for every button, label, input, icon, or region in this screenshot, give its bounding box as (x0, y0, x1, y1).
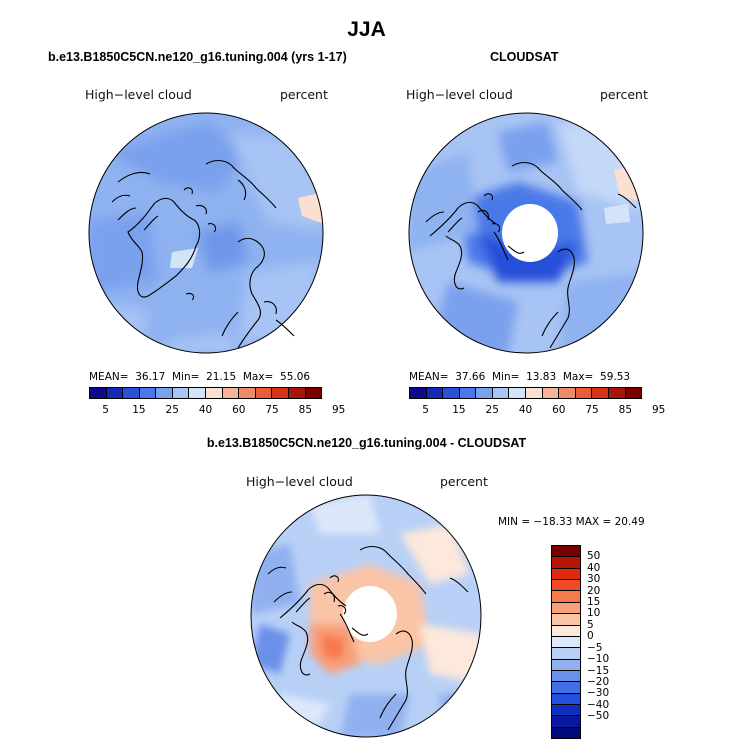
colorbar-swatch (526, 388, 543, 398)
colorbar-swatch (172, 388, 190, 398)
colorbar-swatch (139, 388, 157, 398)
obs-variable-label: High−level cloud (406, 87, 513, 102)
colorbar-tick-label: −50 (587, 710, 610, 723)
colorbar-swatch (552, 648, 580, 660)
colorbar-tick-label: −5 (587, 641, 603, 654)
colorbar-swatch (90, 388, 107, 398)
diff-panel-title: b.e13.B1850C5CN.ne120_g16.tuning.004 - C… (206, 436, 527, 450)
difference-map (250, 494, 482, 738)
model-variable-label: High−level cloud (85, 87, 192, 102)
colorbar-tick-label: 50 (587, 550, 601, 563)
colorbar-tick-label: 85 (618, 404, 633, 416)
colorbar-swatch (552, 602, 580, 615)
colorbar-swatch (189, 388, 207, 398)
colorbar-swatch (552, 636, 580, 649)
colorbar-swatch (552, 716, 580, 728)
colorbar-swatch (552, 705, 580, 717)
colorbar-swatch (410, 388, 427, 398)
colorbar-tick-label: −10 (587, 653, 610, 666)
diff-units-label: percent (440, 474, 488, 489)
colorbar-swatch (542, 388, 560, 398)
colorbar-swatch (559, 388, 576, 398)
colorbar-swatch (156, 388, 173, 398)
colorbar-swatch (305, 388, 322, 398)
colorbar-swatch (552, 693, 580, 706)
colorbar-swatch (459, 388, 477, 398)
colorbar-tick-label: 95 (331, 404, 346, 416)
obs-stats: MEAN= 37.66 Min= 13.83 Max= 59.53 (409, 371, 631, 383)
colorbar-swatch (552, 670, 580, 683)
colorbar-tick-label: 40 (518, 404, 533, 416)
model-map (88, 112, 324, 354)
colorbar-swatch (552, 682, 580, 694)
colorbar-tick-label: 60 (232, 404, 246, 416)
model-colorbar-labels: 5 15 25 40 60 75 85 95 (89, 404, 345, 418)
colorbar-swatch (552, 557, 580, 569)
colorbar-swatch (239, 388, 256, 398)
colorbar-tick-label: 5 (587, 618, 594, 631)
colorbar-tick-label: 20 (587, 584, 601, 597)
colorbar-tick-label: 0 (587, 630, 594, 643)
colorbar-tick-label: 85 (298, 404, 313, 416)
model-stats: MEAN= 36.17 Min= 21.15 Max= 55.06 (89, 371, 311, 383)
diff-variable-label: High−level cloud (246, 474, 353, 489)
colorbar-swatch (592, 388, 609, 398)
colorbar-swatch (552, 625, 580, 637)
obs-colorbar (409, 387, 642, 399)
colorbar-tick-label: 5 (422, 404, 429, 416)
colorbar-swatch (608, 388, 626, 398)
colorbar-swatch (272, 388, 289, 398)
colorbar-tick-label: 60 (552, 404, 566, 416)
colorbar-swatch (123, 388, 140, 398)
colorbar-swatch (552, 568, 580, 581)
colorbar-swatch (509, 388, 527, 398)
figure-title: JJA (347, 18, 386, 41)
colorbar-swatch (255, 388, 273, 398)
colorbar-tick-label: 30 (587, 573, 601, 586)
colorbar-swatch (426, 388, 444, 398)
colorbar-tick-label: 15 (452, 404, 466, 416)
colorbar-swatch (552, 546, 580, 558)
colorbar-swatch (492, 388, 510, 398)
obs-map (408, 112, 644, 354)
colorbar-swatch (476, 388, 493, 398)
colorbar-tick-label: −30 (587, 687, 610, 700)
colorbar-swatch (552, 591, 580, 603)
model-panel-title: b.e13.B1850C5CN.ne120_g16.tuning.004 (yr… (48, 50, 347, 64)
colorbar-swatch (575, 388, 593, 398)
colorbar-tick-label: −15 (587, 664, 610, 677)
colorbar-swatch (552, 580, 580, 592)
colorbar-tick-label: 40 (198, 404, 213, 416)
colorbar-swatch (288, 388, 306, 398)
colorbar-tick-label: 10 (587, 607, 601, 620)
colorbar-tick-label: −20 (587, 675, 610, 688)
colorbar-swatch (222, 388, 240, 398)
obs-colorbar-labels: 5 15 25 40 60 75 85 95 (409, 404, 665, 418)
colorbar-tick-label: 25 (485, 404, 499, 416)
colorbar-tick-label: 25 (165, 404, 179, 416)
colorbar-swatch (552, 614, 580, 626)
colorbar-swatch (106, 388, 124, 398)
diff-colorbar (551, 545, 581, 739)
colorbar-swatch (625, 388, 642, 398)
colorbar-tick-label: −40 (587, 698, 610, 711)
model-colorbar (89, 387, 322, 399)
colorbar-swatch (552, 659, 580, 671)
obs-panel-title: CLOUDSAT (490, 50, 559, 64)
model-units-label: percent (280, 87, 328, 102)
colorbar-tick-label: 5 (102, 404, 109, 416)
colorbar-swatch (552, 727, 580, 739)
colorbar-tick-label: 95 (651, 404, 666, 416)
colorbar-tick-label: 75 (585, 404, 599, 416)
diff-range-text: MIN = −18.33 MAX = 20.49 (498, 516, 645, 528)
colorbar-tick-label: 15 (587, 596, 601, 609)
colorbar-tick-label: 75 (265, 404, 279, 416)
obs-units-label: percent (600, 87, 648, 102)
colorbar-swatch (443, 388, 460, 398)
diff-colorbar-labels: 50 40 30 20 15 10 5 0 −5 −10 −15 −20 −30 −40 −50 (587, 545, 627, 739)
colorbar-swatch (206, 388, 223, 398)
colorbar-tick-label: 15 (132, 404, 146, 416)
colorbar-tick-label: 40 (587, 561, 601, 574)
